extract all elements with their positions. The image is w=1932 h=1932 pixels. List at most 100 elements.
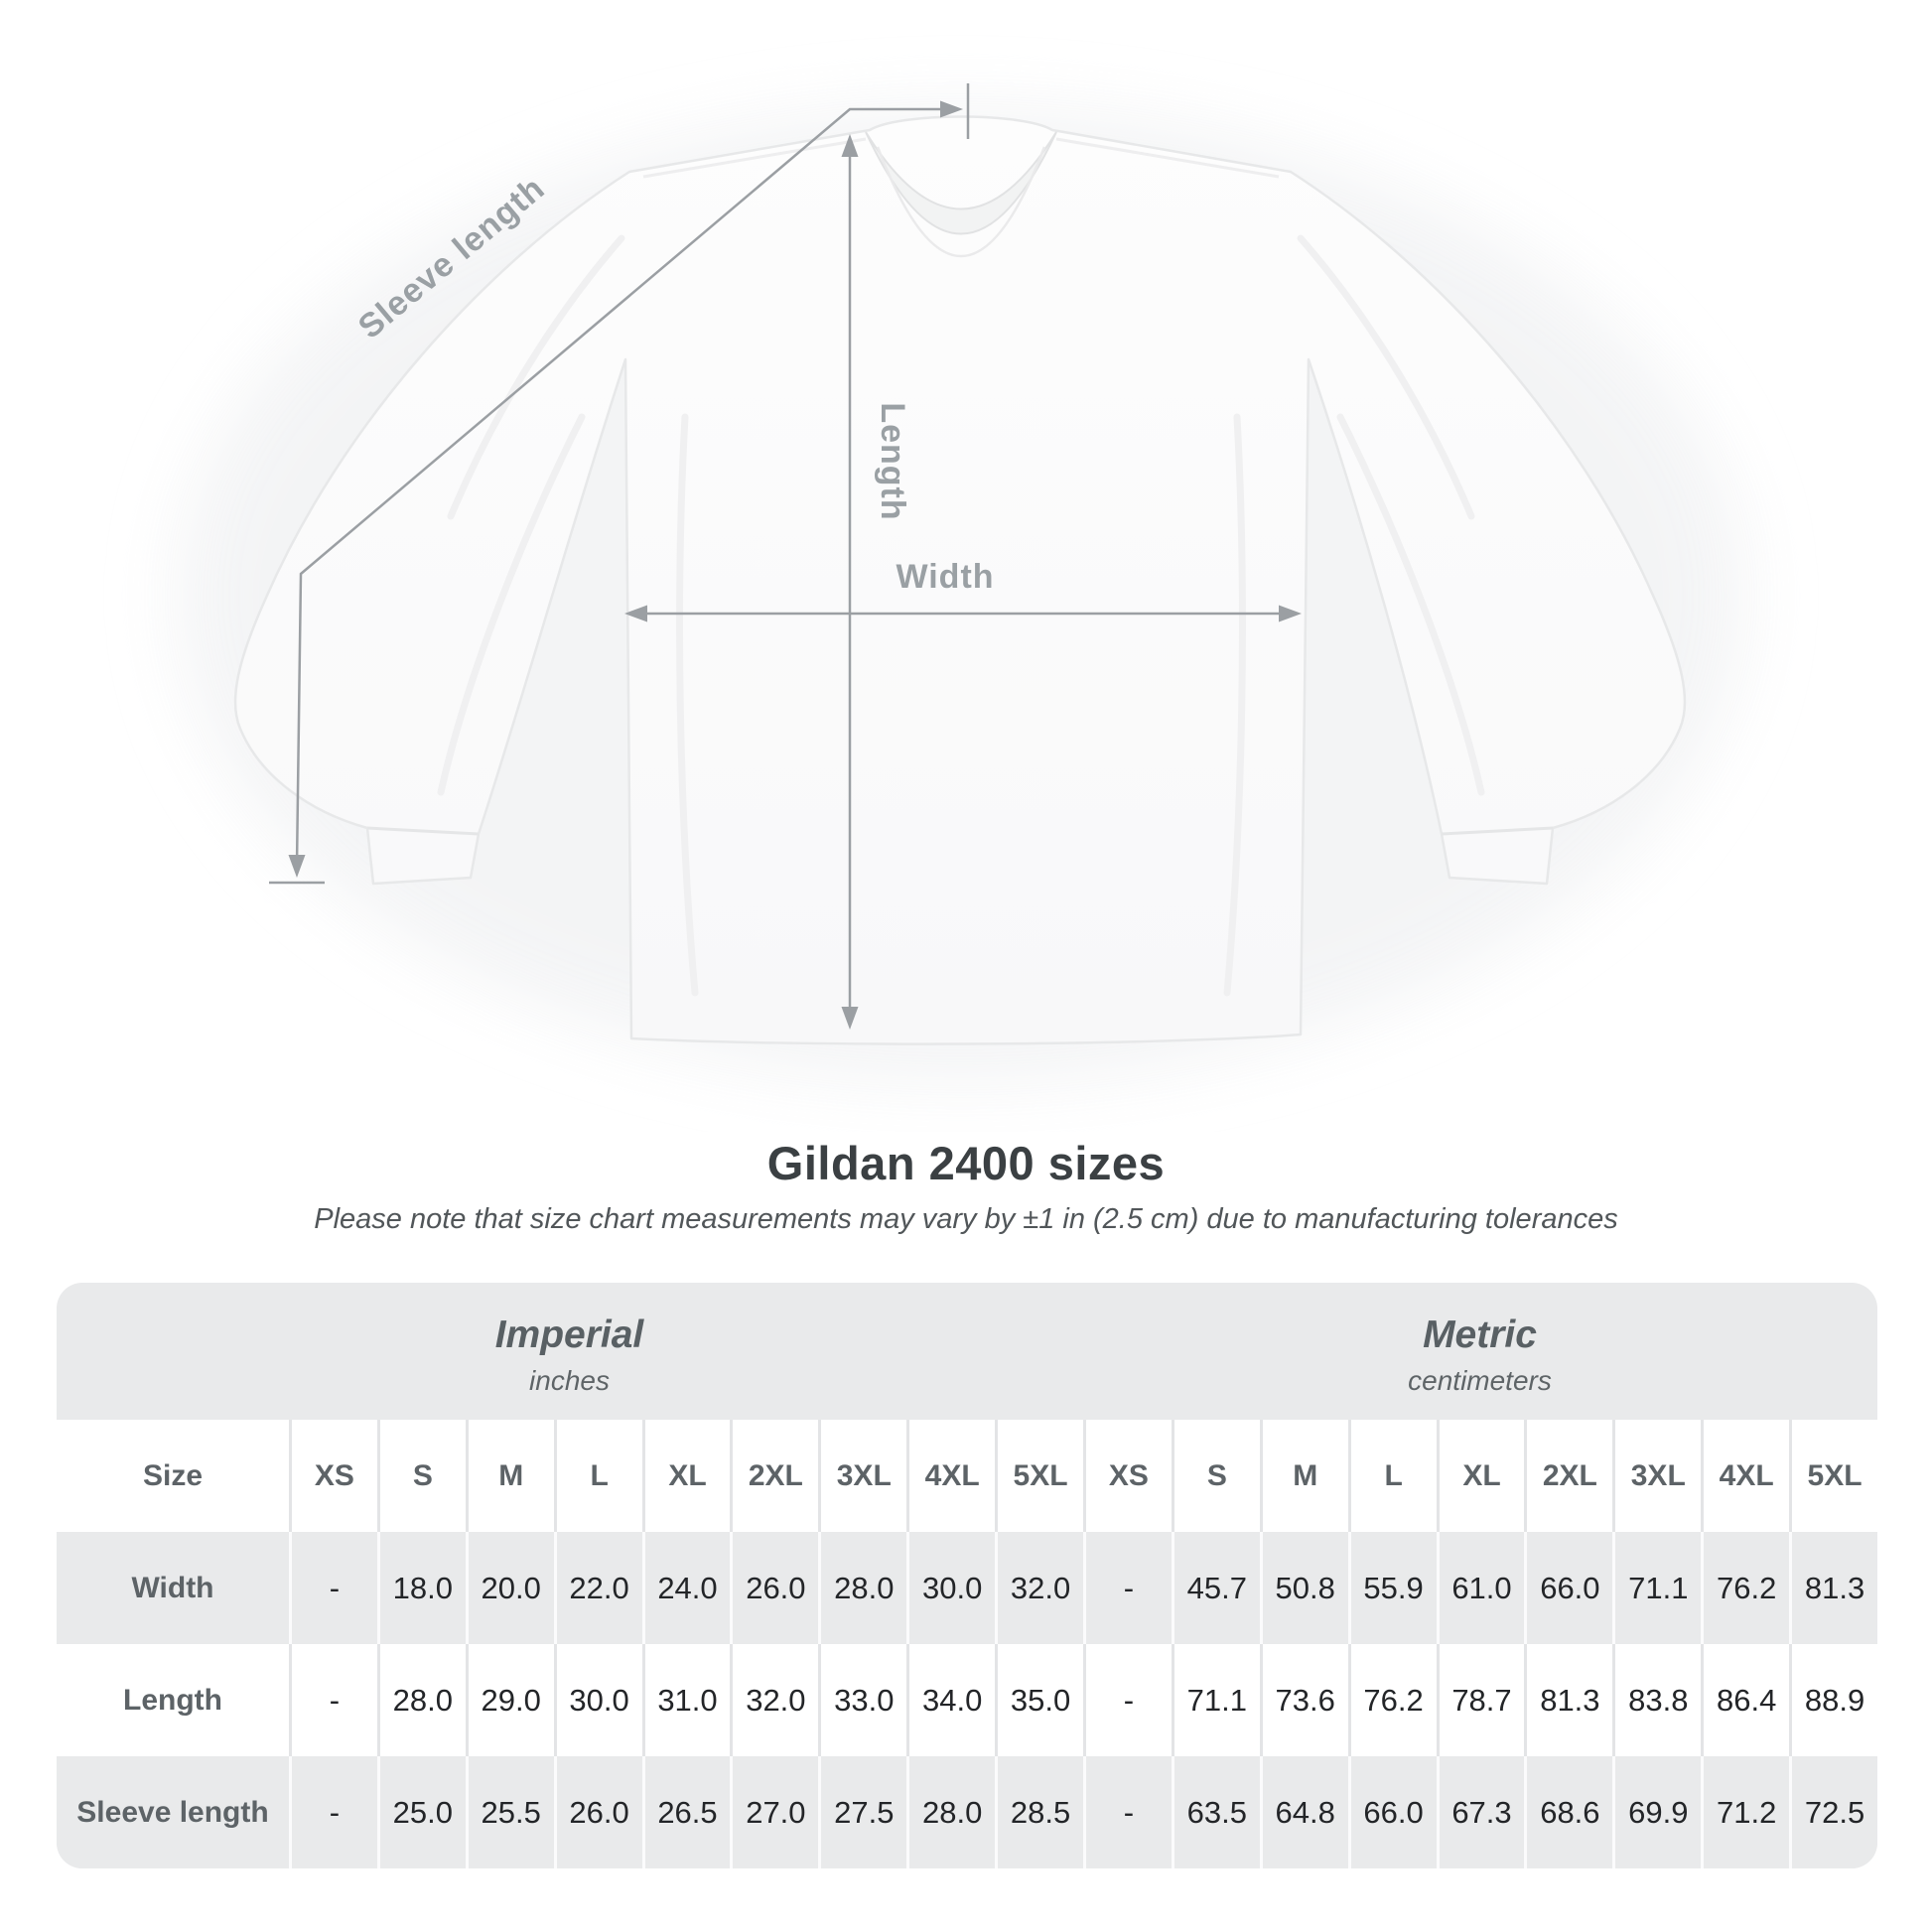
table-row-width: Width - 18.0 20.0 22.0 24.0 26.0 28.0 30… (57, 1532, 1877, 1644)
unit-group-label: Metric (1423, 1313, 1537, 1356)
unit-group-sublabel: inches (529, 1365, 610, 1396)
table-cell: 18.0 (376, 1532, 466, 1644)
table-cell: 66.0 (1347, 1756, 1437, 1868)
table-cell: 73.6 (1259, 1644, 1348, 1756)
fabric-folds (437, 234, 1485, 997)
table-cell: 71.1 (1171, 1644, 1260, 1756)
row-label-cell: Length (123, 1683, 222, 1717)
unit-group-imperial: Imperial inches (57, 1283, 1082, 1420)
table-cell: 81.3 (1524, 1644, 1612, 1756)
table-row-sleeve-length: Sleeve length - 25.0 25.5 26.0 26.5 27.0… (57, 1756, 1877, 1868)
size-header-cell: 2XL (730, 1420, 818, 1532)
table-cell: 63.5 (1171, 1756, 1260, 1868)
size-header-cell: 4XL (906, 1420, 995, 1532)
table-cell: 45.7 (1171, 1532, 1260, 1644)
size-header-cell: 5XL (995, 1420, 1083, 1532)
size-header-cell: XS (289, 1420, 377, 1532)
table-row-length: Length - 28.0 29.0 30.0 31.0 32.0 33.0 3… (57, 1644, 1877, 1756)
table-cell: 71.1 (1612, 1532, 1701, 1644)
table-cell: 76.2 (1347, 1644, 1437, 1756)
shirt-silhouette (233, 115, 1687, 1045)
table-cell: 76.2 (1701, 1532, 1789, 1644)
size-header-cell: S (1171, 1420, 1260, 1532)
table-cell: 34.0 (906, 1644, 995, 1756)
table-cell: 28.0 (376, 1644, 466, 1756)
table-cell: 55.9 (1347, 1532, 1437, 1644)
sleeve-length-arrow-right (940, 100, 963, 118)
table-cell: 25.0 (376, 1756, 466, 1868)
table-cell: 24.0 (641, 1532, 731, 1644)
table-cell: 88.9 (1789, 1644, 1877, 1756)
left-cuff-seam (366, 826, 480, 836)
table-cell: 86.4 (1701, 1644, 1789, 1756)
table-cell: 33.0 (818, 1644, 906, 1756)
table-cell: 28.0 (818, 1532, 906, 1644)
collar-band (865, 131, 1057, 235)
size-header-cell: XS (1082, 1420, 1172, 1532)
table-cell: 35.0 (995, 1644, 1083, 1756)
table-cell: - (1082, 1644, 1172, 1756)
right-cuff-seam (1441, 826, 1554, 836)
size-header-cell: 2XL (1524, 1420, 1612, 1532)
size-header-cell: L (553, 1420, 642, 1532)
sleeve-length-arrow-down (288, 855, 306, 878)
table-cell: 27.0 (730, 1756, 818, 1868)
right-shoulder-seam (1055, 137, 1280, 179)
table-cell: 67.3 (1436, 1756, 1525, 1868)
length-label: Length (874, 402, 911, 520)
size-table: Imperial inches Metric centimeters Size … (57, 1283, 1877, 1868)
table-cell: 26.5 (641, 1756, 731, 1868)
table-cell: 81.3 (1789, 1532, 1877, 1644)
table-cell: 22.0 (553, 1532, 642, 1644)
table-cell: 68.6 (1524, 1756, 1612, 1868)
page-title: Gildan 2400 sizes (766, 1137, 1166, 1189)
tolerance-note: Please note that size chart measurements… (314, 1203, 1618, 1235)
unit-group-metric: Metric centimeters (1082, 1283, 1877, 1420)
size-header-cell: 5XL (1789, 1420, 1877, 1532)
length-arrow-up (841, 134, 859, 157)
size-header-cell: 3XL (1612, 1420, 1701, 1532)
width-arrow-right (1279, 605, 1302, 622)
table-cell: 78.7 (1436, 1644, 1525, 1756)
length-arrow-down (841, 1007, 859, 1030)
table-cell: - (289, 1532, 377, 1644)
left-shoulder-seam (642, 137, 867, 179)
table-cell: 61.0 (1436, 1532, 1525, 1644)
table-cell: 27.5 (818, 1756, 906, 1868)
table-cell: 30.0 (906, 1532, 995, 1644)
unit-header-row: Imperial inches Metric centimeters (57, 1283, 1877, 1420)
table-cell: 31.0 (641, 1644, 731, 1756)
table-cell: 69.9 (1612, 1756, 1701, 1868)
size-header-cell: 3XL (818, 1420, 906, 1532)
table-cell: 30.0 (553, 1644, 642, 1756)
table-cell: 20.0 (465, 1532, 554, 1644)
size-header-cell: Size (142, 1458, 204, 1492)
table-cell: 26.0 (730, 1532, 818, 1644)
size-header-cell: 4XL (1701, 1420, 1789, 1532)
width-arrow-left (624, 605, 647, 622)
measurement-annotations (269, 83, 1302, 1030)
table-cell: - (289, 1756, 377, 1868)
size-header-cell: M (465, 1420, 554, 1532)
table-cell: - (289, 1644, 377, 1756)
table-cell: 66.0 (1524, 1532, 1612, 1644)
size-header-cell: M (1259, 1420, 1348, 1532)
table-cell: 83.8 (1612, 1644, 1701, 1756)
table-cell: 50.8 (1259, 1532, 1348, 1644)
table-cell: 71.2 (1701, 1756, 1789, 1868)
size-header-cell: L (1347, 1420, 1437, 1532)
table-cell: 72.5 (1789, 1756, 1877, 1868)
size-header-cell: XL (641, 1420, 731, 1532)
table-cell: - (1082, 1532, 1172, 1644)
shirt-diagram: Sleeve length Length Width (177, 83, 1745, 1082)
sleeve-length-line (295, 107, 953, 867)
table-cell: 25.5 (465, 1756, 554, 1868)
table-cell: 29.0 (465, 1644, 554, 1756)
table-cell: 64.8 (1259, 1756, 1348, 1868)
table-cell: 32.0 (730, 1644, 818, 1756)
width-label: Width (896, 558, 994, 596)
row-label-cell: Sleeve length (76, 1795, 269, 1829)
size-header-cell: S (376, 1420, 466, 1532)
size-header-cell: XL (1436, 1420, 1525, 1532)
collar-stitch-line (876, 146, 1046, 258)
